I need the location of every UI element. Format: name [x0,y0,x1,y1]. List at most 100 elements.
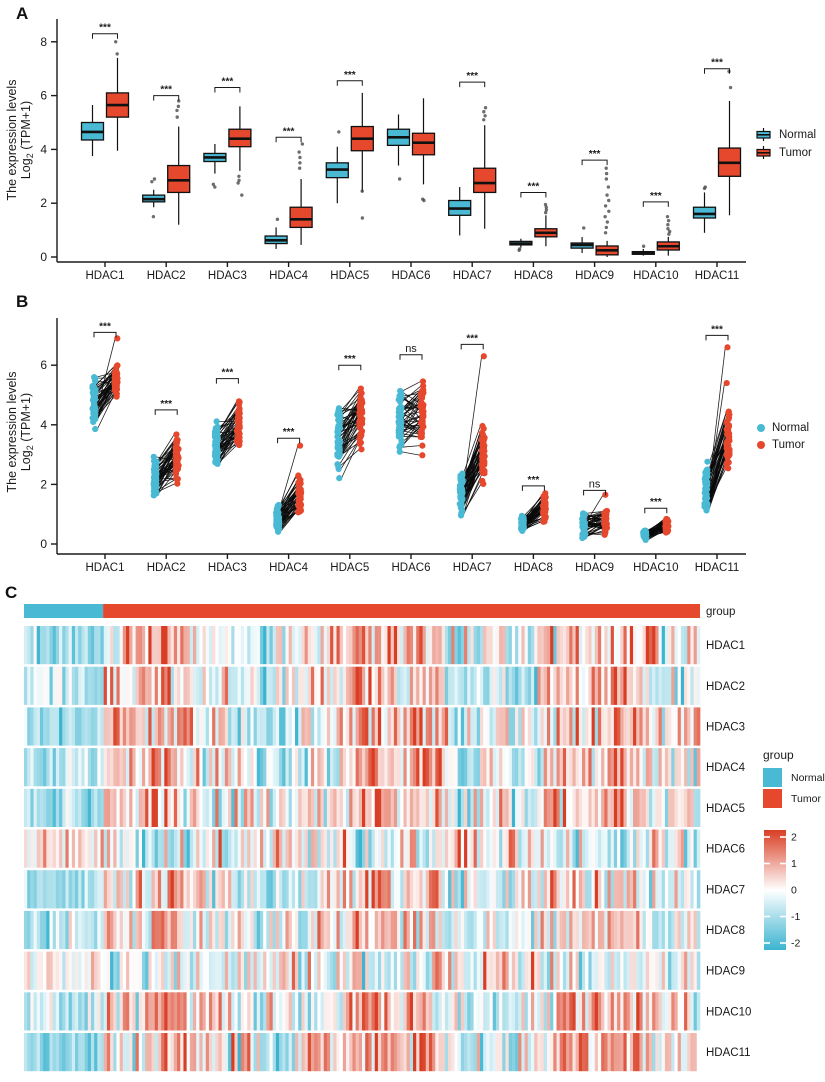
svg-text:***: *** [466,71,478,82]
svg-text:***: *** [99,321,111,332]
svg-text:HDAC6: HDAC6 [392,562,431,574]
svg-text:ns: ns [589,478,601,490]
svg-text:HDAC2: HDAC2 [706,681,745,693]
svg-text:***: *** [222,77,234,88]
svg-text:HDAC11: HDAC11 [695,270,740,282]
normal-boxplot-icon [756,128,771,141]
svg-text:4: 4 [40,418,47,432]
heatmap-group-legend: group Normal Tumor [763,748,825,808]
panel-a-legend: Normal Tumor [755,127,816,160]
svg-text:***: *** [528,181,540,192]
svg-text:HDAC6: HDAC6 [706,844,745,856]
svg-text:***: *** [711,324,723,335]
svg-text:***: *** [589,149,601,160]
legend-label-normal: Normal [791,771,825,784]
svg-text:HDAC3: HDAC3 [208,562,247,574]
svg-text:HDAC7: HDAC7 [453,270,492,282]
group-legend-title: group [763,748,794,762]
svg-text:ns: ns [405,343,417,355]
svg-text:-1: -1 [791,911,800,923]
svg-text:***: *** [650,497,662,508]
svg-text:HDAC8: HDAC8 [514,270,553,282]
svg-text:HDAC1: HDAC1 [86,562,125,574]
legend-item-tumor: Tumor [763,789,825,808]
svg-text:HDAC11: HDAC11 [706,1047,751,1059]
svg-text:HDAC2: HDAC2 [147,270,186,282]
legend-item-tumor: Tumor [757,438,809,452]
svg-text:The expression levels: The expression levels [5,372,19,493]
svg-text:Log2 (TPM+1): Log2 (TPM+1) [19,101,35,179]
svg-text:HDAC5: HDAC5 [330,562,369,574]
svg-text:HDAC9: HDAC9 [575,562,614,574]
legend-item-normal: Normal [755,127,816,142]
svg-text:Log2 (TPM+1): Log2 (TPM+1) [19,393,35,471]
svg-text:1: 1 [791,858,797,870]
legend-label-normal: Normal [779,128,817,141]
normal-swatch-icon [763,768,782,787]
svg-text:***: *** [528,475,540,486]
svg-text:0: 0 [40,250,47,264]
svg-text:***: *** [711,58,723,69]
legend-label-tumor: Tumor [772,439,805,451]
svg-text:***: *** [344,354,356,365]
svg-text:HDAC1: HDAC1 [86,270,125,282]
svg-text:HDAC8: HDAC8 [706,925,745,937]
legend-label-tumor: Tumor [791,792,821,805]
svg-text:HDAC4: HDAC4 [269,562,309,574]
svg-text:-2: -2 [791,938,800,950]
svg-text:0: 0 [40,537,47,551]
normal-dot-icon [757,424,765,432]
svg-text:***: *** [466,333,478,344]
svg-text:HDAC3: HDAC3 [706,722,745,734]
legend-item-normal: Normal [757,421,809,435]
svg-text:HDAC5: HDAC5 [330,270,369,282]
svg-text:HDAC4: HDAC4 [269,270,309,282]
svg-text:4: 4 [40,142,47,156]
svg-text:HDAC10: HDAC10 [633,562,678,574]
panel-b-legend: Normal Tumor [757,421,809,452]
svg-text:HDAC9: HDAC9 [706,966,745,978]
svg-text:HDAC1: HDAC1 [706,640,745,652]
svg-text:***: *** [160,85,172,96]
svg-text:HDAC10: HDAC10 [633,270,678,282]
svg-text:HDAC11: HDAC11 [695,562,740,574]
svg-text:group: group [706,606,735,618]
svg-text:8: 8 [40,35,47,49]
svg-text:HDAC8: HDAC8 [514,562,553,574]
legend-item-tumor: Tumor [755,145,816,160]
legend-label-tumor: Tumor [779,146,812,159]
svg-text:The expression levels: The expression levels [5,80,19,201]
svg-text:2: 2 [40,477,47,491]
svg-text:***: *** [99,23,111,34]
svg-text:HDAC3: HDAC3 [208,270,247,282]
svg-text:HDAC2: HDAC2 [147,562,186,574]
svg-text:HDAC6: HDAC6 [392,270,431,282]
legend-label-normal: Normal [772,422,810,434]
svg-text:***: *** [283,126,295,137]
svg-text:***: *** [344,70,356,81]
panel-c-label: C [5,583,18,602]
svg-text:2: 2 [791,832,797,844]
svg-text:HDAC9: HDAC9 [575,270,614,282]
svg-text:HDAC7: HDAC7 [706,884,745,896]
svg-text:HDAC4: HDAC4 [706,762,746,774]
svg-text:***: *** [160,399,172,410]
svg-text:***: *** [283,427,295,438]
tumor-dot-icon [757,441,765,449]
svg-text:HDAC7: HDAC7 [453,562,492,574]
panel-b-label: B [16,292,29,311]
tumor-swatch-icon [763,789,782,808]
svg-text:***: *** [650,191,662,202]
legend-item-normal: Normal [763,768,825,787]
svg-text:2: 2 [40,196,47,210]
panel-a-label: A [16,4,29,23]
svg-text:HDAC5: HDAC5 [706,803,745,815]
tumor-boxplot-icon [756,146,771,159]
svg-text:6: 6 [40,89,47,103]
svg-text:***: *** [222,368,234,379]
svg-text:HDAC10: HDAC10 [706,1006,751,1018]
svg-text:6: 6 [40,358,47,372]
svg-text:0: 0 [791,885,797,897]
